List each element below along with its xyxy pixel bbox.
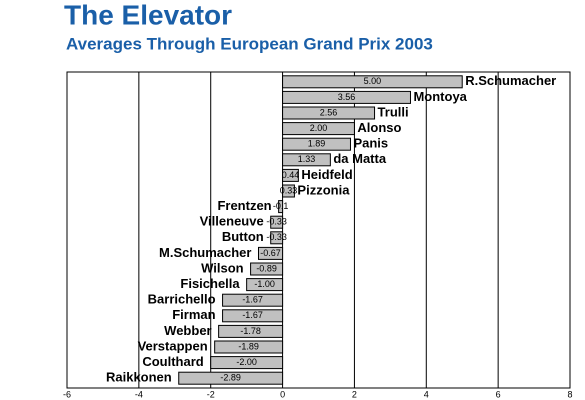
category-label: Trulli	[378, 104, 409, 119]
value-label: 1.89	[308, 139, 326, 149]
category-label: Montoya	[413, 89, 467, 104]
bar	[282, 122, 355, 136]
bar	[282, 106, 376, 120]
bar	[257, 246, 284, 260]
bar	[282, 153, 331, 167]
category-label: Frentzen	[217, 198, 271, 213]
x-tick-label: -2	[207, 389, 215, 399]
value-label: 2.00	[310, 123, 328, 133]
x-tick-label: 8	[567, 389, 572, 399]
value-label: -2.89	[220, 373, 241, 383]
category-label: Alonso	[357, 120, 401, 135]
bar	[282, 137, 351, 151]
category-label: Wilson	[201, 260, 244, 275]
x-tick-label: -4	[135, 389, 143, 399]
category-label: Villeneuve	[200, 214, 264, 229]
bar	[278, 200, 284, 214]
x-tick-label: 0	[280, 389, 285, 399]
bar	[218, 324, 284, 338]
category-label: M.Schumacher	[159, 245, 251, 260]
category-label: Webber	[164, 323, 211, 338]
value-label: 5.00	[364, 76, 382, 86]
x-tick-label: 4	[424, 389, 429, 399]
value-label: 0.33	[280, 185, 298, 195]
value-label: -0.89	[256, 263, 277, 273]
value-label: 1.33	[298, 154, 316, 164]
category-label: Pizzonia	[297, 182, 350, 197]
value-label: -0.33	[266, 217, 287, 227]
category-label: Verstappen	[138, 338, 208, 353]
value-label: -0.1	[273, 201, 289, 211]
bar	[270, 215, 284, 229]
x-tick-label: 2	[352, 389, 357, 399]
value-label: -1.89	[238, 341, 259, 351]
value-label: -2.00	[236, 357, 257, 367]
category-label: Coulthard	[142, 354, 203, 369]
category-label: Raikkonen	[106, 370, 172, 385]
chart-title: The Elevator	[64, 0, 232, 30]
value-label: -1.67	[242, 295, 263, 305]
bar	[282, 184, 295, 198]
category-label: Button	[222, 229, 264, 244]
value-label: -1.78	[240, 326, 261, 336]
category-label: Firman	[172, 307, 215, 322]
category-label: Barrichello	[148, 292, 216, 307]
value-label: 0.44	[282, 170, 300, 180]
value-label: -1.67	[242, 310, 263, 320]
value-label: 3.56	[338, 92, 356, 102]
bar	[282, 168, 299, 182]
value-label: 2.56	[320, 107, 338, 117]
category-label: da Matta	[333, 151, 387, 166]
bar	[222, 293, 284, 307]
chart-subtitle: Averages Through European Grand Prix 200…	[66, 34, 433, 53]
value-label: -0.33	[266, 232, 287, 242]
bar	[270, 231, 284, 245]
bar	[250, 262, 284, 276]
bar	[222, 309, 284, 323]
value-label: -1.00	[254, 279, 275, 289]
x-tick-label: -6	[63, 389, 71, 399]
category-label: Heidfeld	[301, 167, 352, 182]
category-label: Panis	[353, 136, 388, 151]
bar	[178, 371, 284, 385]
category-label: Fisichella	[180, 276, 240, 291]
bar	[210, 356, 284, 370]
bar	[282, 90, 411, 104]
x-tick-label: 6	[496, 389, 501, 399]
category-label: R.Schumacher	[465, 73, 556, 88]
value-label: -0.67	[260, 248, 281, 258]
bar	[214, 340, 284, 354]
bar	[282, 75, 463, 89]
bar	[246, 278, 284, 292]
